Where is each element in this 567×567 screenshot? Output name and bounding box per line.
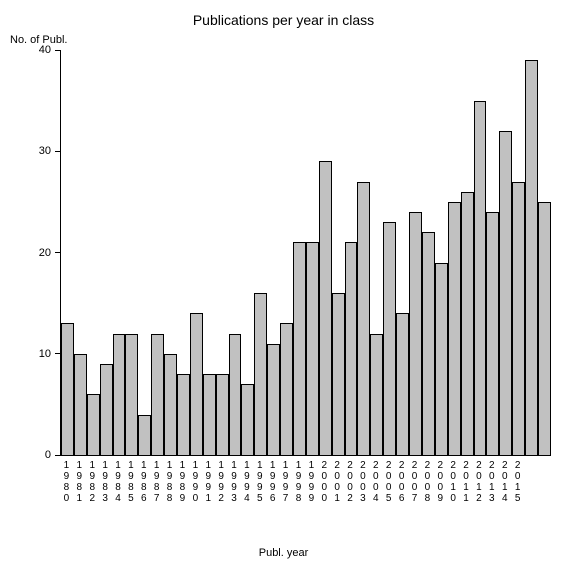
bar	[357, 182, 370, 455]
chart-title: Publications per year in class	[0, 12, 567, 28]
x-tick-label: 1982	[86, 460, 99, 504]
bar	[61, 323, 74, 455]
x-tick-label: 1997	[279, 460, 292, 504]
x-tick-label: 1988	[163, 460, 176, 504]
x-tick-label: 2009	[434, 460, 447, 504]
x-tick-label: 1995	[253, 460, 266, 504]
x-tick-label: 2011	[460, 460, 473, 504]
bar	[409, 212, 422, 455]
bar	[280, 323, 293, 455]
x-tick-label	[524, 460, 537, 504]
x-tick-label: 1993	[228, 460, 241, 504]
x-labels-group: 1980198119821983198419851986198719881989…	[60, 460, 550, 504]
y-tick-label: 10	[39, 348, 51, 360]
bar	[486, 212, 499, 455]
x-tick-label: 2005	[382, 460, 395, 504]
x-tick-label: 1984	[112, 460, 125, 504]
bar	[177, 374, 190, 455]
x-tick-label	[537, 460, 550, 504]
bar	[229, 334, 242, 456]
x-tick-label: 2007	[408, 460, 421, 504]
bars-group	[61, 50, 551, 455]
x-tick-label: 2010	[447, 460, 460, 504]
x-tick-label: 1991	[202, 460, 215, 504]
x-tick-label: 2004	[369, 460, 382, 504]
plot-area: 010203040	[60, 50, 551, 456]
y-tick-label: 30	[39, 145, 51, 157]
bar	[448, 202, 461, 455]
y-tick	[55, 50, 61, 51]
bar	[267, 344, 280, 455]
bar	[435, 263, 448, 455]
y-tick-label: 40	[39, 44, 51, 56]
bar	[216, 374, 229, 455]
x-tick-label: 2002	[344, 460, 357, 504]
bar	[241, 384, 254, 455]
bar	[332, 293, 345, 455]
bar	[499, 131, 512, 455]
y-tick	[55, 252, 61, 253]
bar	[254, 293, 267, 455]
bar	[113, 334, 126, 456]
x-tick-label: 1990	[189, 460, 202, 504]
bar	[461, 192, 474, 455]
bar	[74, 354, 87, 455]
bar	[125, 334, 138, 456]
bar	[538, 202, 551, 455]
x-axis-label: Publ. year	[0, 547, 567, 559]
bar	[190, 313, 203, 455]
x-tick-label: 2000	[318, 460, 331, 504]
bar	[474, 101, 487, 455]
bar	[138, 415, 151, 456]
x-tick-label: 1981	[73, 460, 86, 504]
bar	[319, 161, 332, 455]
bar	[396, 313, 409, 455]
bar	[370, 334, 383, 456]
y-tick	[55, 455, 61, 456]
x-tick-label: 1989	[176, 460, 189, 504]
chart-container: Publications per year in class No. of Pu…	[0, 0, 567, 567]
y-tick	[55, 151, 61, 152]
x-tick-label: 1987	[150, 460, 163, 504]
x-tick-label: 1994	[240, 460, 253, 504]
bar	[306, 242, 319, 455]
bar	[293, 242, 306, 455]
bar	[422, 232, 435, 455]
y-tick-label: 20	[39, 247, 51, 259]
bar	[164, 354, 177, 455]
bar	[383, 222, 396, 455]
bar	[525, 60, 538, 455]
y-tick-label: 0	[45, 449, 51, 461]
bar	[87, 394, 100, 455]
x-tick-label: 2006	[395, 460, 408, 504]
bar	[151, 334, 164, 456]
x-tick-label: 1980	[60, 460, 73, 504]
y-tick	[55, 353, 61, 354]
x-tick-label: 2003	[356, 460, 369, 504]
x-tick-label: 2008	[421, 460, 434, 504]
bar	[345, 242, 358, 455]
x-tick-label: 1992	[215, 460, 228, 504]
x-tick-label: 1996	[266, 460, 279, 504]
x-tick-label: 1983	[99, 460, 112, 504]
x-tick-label: 1999	[305, 460, 318, 504]
x-tick-label: 1986	[137, 460, 150, 504]
x-tick-label: 2001	[331, 460, 344, 504]
x-tick-label: 2015	[511, 460, 524, 504]
bar	[100, 364, 113, 455]
x-tick-label: 2014	[498, 460, 511, 504]
x-tick-label: 1998	[292, 460, 305, 504]
bar	[203, 374, 216, 455]
x-tick-label: 1985	[124, 460, 137, 504]
x-tick-label: 2012	[473, 460, 486, 504]
bar	[512, 182, 525, 455]
x-tick-label: 2013	[485, 460, 498, 504]
